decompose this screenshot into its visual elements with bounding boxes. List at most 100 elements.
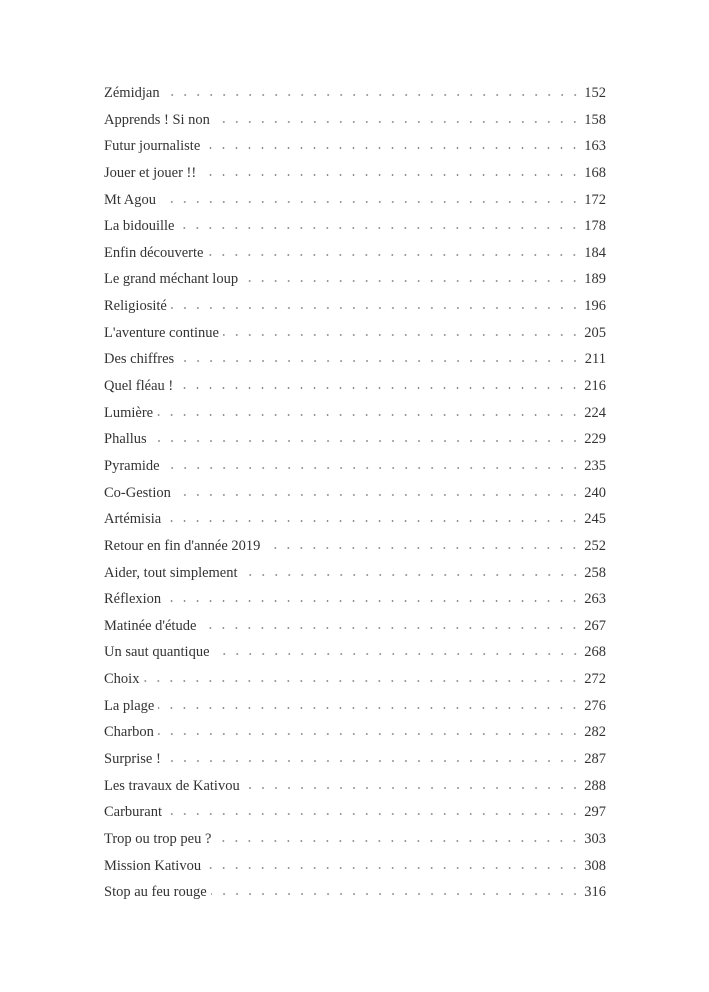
- dot-leader: [158, 705, 582, 710]
- dot-leader: [213, 119, 582, 124]
- toc-entry-title: Enfin découverte: [104, 244, 204, 261]
- toc-entry: Mission Kativou 308: [104, 858, 606, 885]
- toc-entry: Zémidjan 152: [104, 85, 606, 112]
- toc-entry: Un saut quantique 268: [104, 644, 606, 671]
- toc-entry: Le grand méchant loup 189: [104, 271, 606, 298]
- dot-leader: [159, 199, 582, 204]
- dot-leader: [205, 865, 582, 870]
- dot-leader: [241, 572, 582, 577]
- toc-entry-page: 267: [584, 617, 606, 634]
- dot-leader: [213, 652, 582, 657]
- dot-leader: [264, 545, 582, 550]
- toc-entry-title: Co-Gestion: [104, 484, 171, 501]
- toc-entry-title: Zémidjan: [104, 85, 160, 101]
- toc-entry-page: 282: [584, 724, 606, 741]
- toc-entry-title: Le grand méchant loup: [104, 271, 239, 288]
- dot-leader: [170, 306, 582, 311]
- toc-entry: Surprise ! 287: [104, 751, 606, 778]
- toc-entry: Religiosité 196: [104, 298, 606, 325]
- toc-entry-title: Artémisia: [104, 511, 162, 528]
- toc-entry: Retour en fin d'année 2019 252: [104, 538, 606, 565]
- toc-entry: Futur journaliste 163: [104, 138, 606, 165]
- toc-entry-page: 245: [584, 511, 606, 528]
- dot-leader: [200, 172, 582, 177]
- toc-entry-title: Religiosité: [104, 298, 167, 315]
- toc-entry-title: L'aventure continue: [104, 324, 219, 341]
- dot-leader: [207, 252, 582, 257]
- toc-entry: Des chiffres 211: [104, 351, 606, 378]
- dot-leader: [178, 359, 582, 364]
- dot-leader: [164, 759, 582, 764]
- toc-entry-title: Choix: [104, 671, 140, 688]
- toc-entry-page: 224: [584, 404, 606, 421]
- toc-entry-page: 163: [584, 138, 606, 155]
- dot-leader: [177, 386, 582, 391]
- toc-entry-page: 276: [584, 697, 606, 714]
- toc-entry-page: 272: [584, 671, 606, 688]
- toc-entry-page: 158: [584, 111, 606, 128]
- toc-entry-title: Mt Agou: [104, 191, 156, 208]
- toc-entry: Matinée d'étude 267: [104, 618, 606, 645]
- toc-entry-title: Quel fléau !: [104, 378, 174, 395]
- toc-entry-title: Retour en fin d'année 2019: [104, 537, 261, 554]
- toc-entry-page: 263: [584, 591, 606, 608]
- dot-leader: [150, 439, 582, 444]
- dot-leader: [200, 625, 582, 630]
- dot-leader: [178, 226, 582, 231]
- toc-entry-page: 168: [584, 164, 606, 181]
- toc-entry: L'aventure continue 205: [104, 325, 606, 352]
- toc-entry: Artémisia 245: [104, 511, 606, 538]
- dot-leader: [243, 785, 582, 790]
- toc-entry: Réflexion 263: [104, 591, 606, 618]
- toc-entry-title: Réflexion: [104, 591, 162, 608]
- dot-leader: [163, 465, 582, 470]
- toc-entry-title: Trop ou trop peu ?: [104, 830, 212, 847]
- toc-entry: Aider, tout simplement 258: [104, 565, 606, 592]
- toc-entry-title: Les travaux de Kativou: [104, 777, 240, 794]
- dot-leader: [165, 599, 582, 604]
- toc-entry: Charbon 282: [104, 724, 606, 751]
- toc-entry-page: 297: [584, 804, 606, 821]
- toc-entry-page: 205: [584, 324, 606, 341]
- toc-entry: Apprends ! Si non 158: [104, 112, 606, 139]
- toc-entry: La bidouille 178: [104, 218, 606, 245]
- toc-entry: Quel fléau ! 216: [104, 378, 606, 405]
- toc-entry-page: 252: [584, 537, 606, 554]
- toc-entry-title: Matinée d'étude: [104, 617, 197, 634]
- dot-leader: [165, 519, 582, 524]
- dot-leader: [222, 332, 582, 337]
- toc-entry: Stop au feu rouge 316: [104, 884, 606, 911]
- toc-entry: Pyramide 235: [104, 458, 606, 485]
- toc-entry-title: Lumière: [104, 404, 154, 421]
- toc-entry-page: 229: [584, 431, 606, 448]
- toc-entry-title: Aider, tout simplement: [104, 564, 238, 581]
- toc-entry-title: Un saut quantique: [104, 644, 210, 661]
- toc-entry-page: 189: [584, 271, 606, 288]
- toc-entry-title: Surprise !: [104, 751, 161, 768]
- dot-leader: [174, 492, 582, 497]
- toc-entry-title: Futur journaliste: [104, 138, 201, 155]
- toc-entry-title: Mission Kativou: [104, 857, 202, 874]
- dot-leader: [157, 732, 582, 737]
- toc-entry-title: La bidouille: [104, 218, 175, 235]
- toc-entry-title: Carburant: [104, 804, 162, 821]
- toc-entry-page: 303: [584, 830, 606, 847]
- toc-entry-title: Stop au feu rouge: [104, 884, 207, 901]
- toc-entry: Carburant 297: [104, 804, 606, 831]
- toc-entry-page: 287: [584, 751, 606, 768]
- toc-entry-title: Charbon: [104, 724, 154, 741]
- toc-entry: Co-Gestion 240: [104, 485, 606, 512]
- dot-leader: [163, 93, 582, 97]
- toc-entry: Enfin découverte 184: [104, 245, 606, 272]
- toc-entry: Choix 272: [104, 671, 606, 698]
- toc-entry: Phallus 229: [104, 431, 606, 458]
- toc-entry-page: 216: [584, 378, 606, 395]
- toc-entry-page: 196: [584, 298, 606, 315]
- toc-entry-page: 316: [584, 884, 606, 901]
- toc-entry-page: 184: [584, 244, 606, 261]
- toc-entry-page: 240: [584, 484, 606, 501]
- toc-entry-page: 258: [584, 564, 606, 581]
- toc-entry: Lumière 224: [104, 405, 606, 432]
- toc-entry-title: Jouer et jouer !!: [104, 164, 197, 181]
- toc-entry-title: Phallus: [104, 431, 147, 448]
